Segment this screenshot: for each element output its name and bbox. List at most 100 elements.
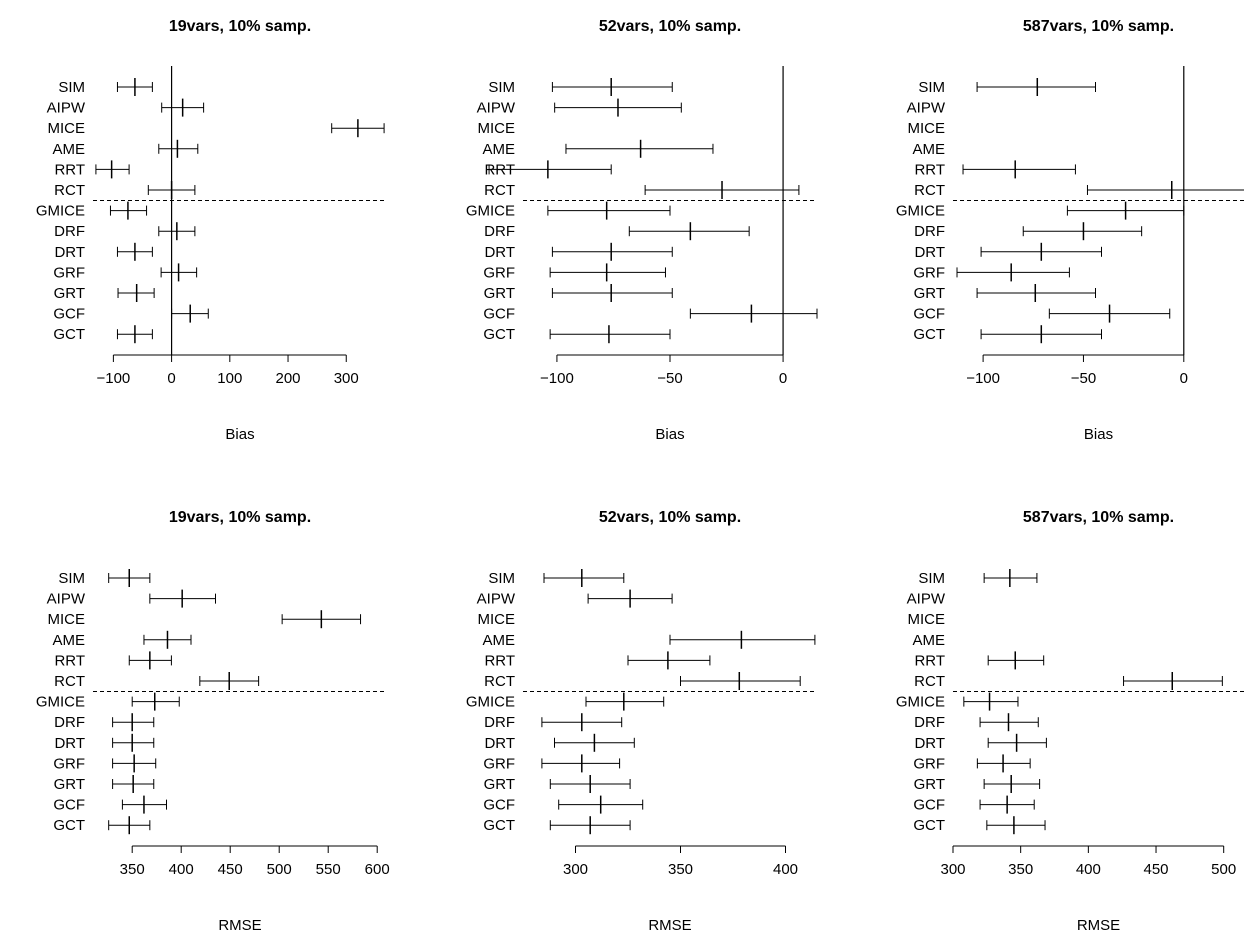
interval-grf bbox=[112, 754, 157, 773]
interval-aipw bbox=[149, 589, 216, 608]
interval-gct bbox=[549, 816, 631, 835]
interval-grt bbox=[551, 284, 673, 302]
interval-sim bbox=[116, 78, 153, 96]
method-label: MICE bbox=[908, 120, 946, 137]
method-label: GRT bbox=[54, 285, 85, 302]
method-label: MICE bbox=[478, 120, 516, 137]
method-label: AIPW bbox=[477, 100, 516, 117]
method-label: GRF bbox=[913, 264, 945, 281]
interval-drt bbox=[980, 242, 1103, 261]
method-label: GRT bbox=[484, 776, 515, 793]
x-tick-label: −100 bbox=[96, 370, 130, 387]
interval-grf bbox=[541, 754, 621, 773]
method-label: SIM bbox=[58, 79, 85, 96]
interval-rct bbox=[1123, 672, 1223, 690]
interval-drf bbox=[628, 222, 750, 241]
interval-rrt bbox=[962, 160, 1076, 179]
x-axis-label: RMSE bbox=[1077, 917, 1120, 933]
interval-gcf bbox=[1048, 304, 1171, 323]
method-label: AIPW bbox=[907, 591, 946, 608]
x-tick-label: 350 bbox=[668, 861, 693, 878]
interval-rrt bbox=[95, 160, 130, 179]
method-label: GRT bbox=[54, 776, 85, 793]
method-label: MICE bbox=[478, 611, 516, 628]
panel-5: 52vars, 10% samp. SIM AIPW MICE AME RRT RCT GMI… bbox=[466, 509, 817, 933]
method-label: SIM bbox=[488, 79, 515, 96]
interval-grf bbox=[956, 263, 1070, 282]
interval-drf bbox=[1022, 222, 1143, 241]
method-label: GRF bbox=[483, 264, 515, 281]
method-label: DRF bbox=[54, 714, 85, 731]
method-label: DRT bbox=[914, 244, 945, 261]
x-axis-label: Bias bbox=[655, 426, 684, 443]
method-label: AME bbox=[912, 632, 945, 649]
interval-gct bbox=[549, 325, 671, 344]
method-label: GMICE bbox=[36, 203, 85, 220]
method-label: GMICE bbox=[466, 203, 515, 220]
method-label: DRT bbox=[484, 735, 515, 752]
panel-1: 19vars, 10% samp. SIM AIPW MICE AME RRT RCT GMI… bbox=[36, 18, 387, 443]
method-label: GMICE bbox=[896, 203, 945, 220]
interval-drf bbox=[979, 713, 1039, 732]
interval-ame bbox=[143, 630, 192, 649]
interval-gcf bbox=[121, 795, 167, 814]
method-label: GCF bbox=[53, 797, 85, 814]
panel-4: 19vars, 10% samp. SIM AIPW MICE AME RRT RCT GMI… bbox=[36, 509, 390, 933]
method-label: GCF bbox=[913, 797, 945, 814]
interval-drf bbox=[158, 222, 196, 241]
x-tick-label: 500 bbox=[1211, 861, 1236, 878]
panel-6: 587vars, 10% samp. SIM AIPW MICE AME RRT RCT GM… bbox=[896, 509, 1244, 933]
interval-rrt bbox=[488, 160, 612, 179]
method-label: AME bbox=[52, 632, 85, 649]
method-label: GRF bbox=[913, 755, 945, 772]
method-label: DRF bbox=[484, 714, 515, 731]
interval-mice bbox=[281, 610, 362, 629]
method-label: DRF bbox=[914, 223, 945, 240]
interval-drt bbox=[987, 733, 1047, 752]
method-label: MICE bbox=[48, 611, 86, 628]
interval-sim bbox=[976, 78, 1096, 96]
interval-gcf bbox=[171, 304, 209, 323]
panel-3: 587vars, 10% samp. SIM AIPW MICE AME RRT RCT GM… bbox=[896, 18, 1244, 443]
interval-rrt bbox=[987, 651, 1045, 670]
method-label: AIPW bbox=[47, 591, 86, 608]
interval-rrt bbox=[128, 651, 172, 670]
panel-title: 19vars, 10% samp. bbox=[169, 509, 311, 526]
interval-ame bbox=[669, 630, 816, 649]
method-label: RCT bbox=[54, 182, 85, 199]
interval-sim bbox=[983, 569, 1038, 587]
interval-drt bbox=[551, 242, 673, 261]
x-tick-label: −100 bbox=[966, 370, 1000, 387]
x-tick-label: 400 bbox=[773, 861, 798, 878]
interval-grf bbox=[549, 263, 666, 282]
method-label: GRF bbox=[53, 755, 85, 772]
method-label: AIPW bbox=[47, 100, 86, 117]
method-label: RCT bbox=[484, 182, 515, 199]
panel-title: 52vars, 10% samp. bbox=[599, 18, 741, 35]
method-label: AME bbox=[482, 141, 515, 158]
panel-title: 52vars, 10% samp. bbox=[599, 509, 741, 526]
method-label: GCF bbox=[53, 306, 85, 323]
method-label: GRT bbox=[914, 285, 945, 302]
interval-sim bbox=[551, 78, 673, 96]
method-label: MICE bbox=[48, 120, 86, 137]
x-tick-label: 350 bbox=[120, 861, 145, 878]
interval-gmice bbox=[585, 692, 665, 711]
interval-aipw bbox=[161, 98, 205, 117]
method-label: GCF bbox=[483, 306, 515, 323]
method-label: AME bbox=[912, 141, 945, 158]
x-tick-label: 300 bbox=[940, 861, 965, 878]
interval-rct bbox=[147, 181, 196, 199]
interval-rct bbox=[1086, 181, 1244, 199]
x-tick-label: 200 bbox=[276, 370, 301, 387]
x-tick-label: 550 bbox=[316, 861, 341, 878]
x-axis-label: Bias bbox=[225, 426, 254, 443]
panel-title: 587vars, 10% samp. bbox=[1023, 509, 1174, 526]
interval-grt bbox=[117, 284, 155, 302]
method-label: MICE bbox=[908, 611, 946, 628]
x-tick-label: −50 bbox=[1071, 370, 1096, 387]
method-label: GMICE bbox=[896, 694, 945, 711]
method-label: GMICE bbox=[36, 694, 85, 711]
x-tick-label: 350 bbox=[1008, 861, 1033, 878]
x-tick-label: 400 bbox=[169, 861, 194, 878]
